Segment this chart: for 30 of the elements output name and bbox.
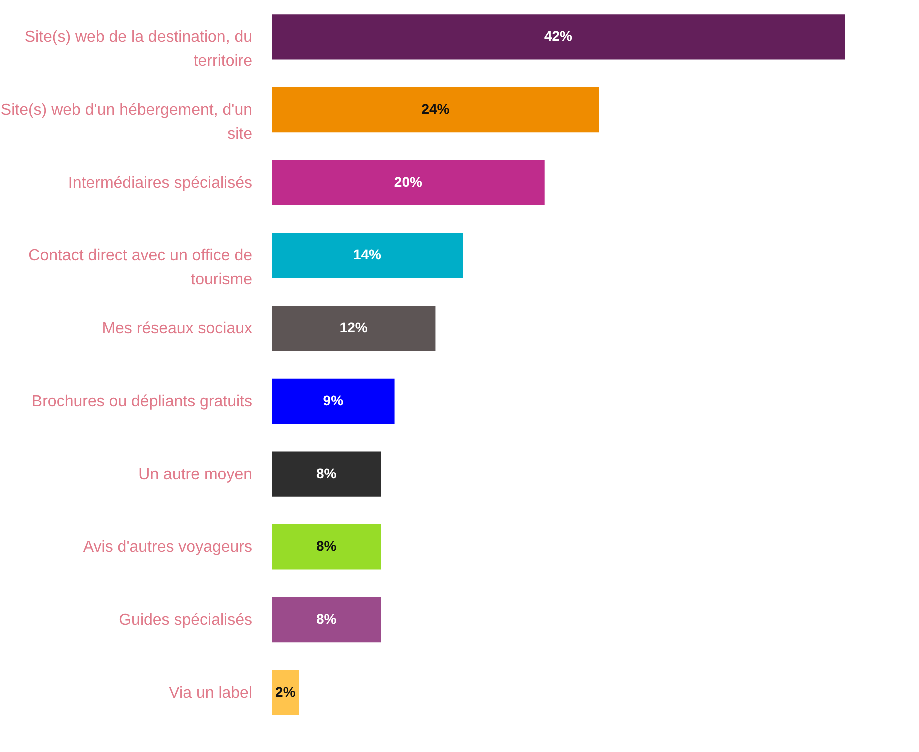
bar xyxy=(272,306,436,352)
bar xyxy=(272,14,845,60)
data-label: 9% xyxy=(323,392,344,408)
y-tick-label: Site(s) web de la destination, du territoire xyxy=(24,29,253,70)
data-label: 14% xyxy=(353,246,382,263)
y-tick-label: Contact direct avec un office de tourisme xyxy=(28,248,253,289)
y-tick-label: Intermédiaires spécialisés xyxy=(68,174,252,192)
data-label: 12% xyxy=(340,320,368,336)
data-label: 8% xyxy=(316,538,338,554)
y-tick-label: Mes réseaux sociaux xyxy=(102,320,252,338)
y-tick-label: Avis d'autres voyageurs xyxy=(83,539,252,556)
bar xyxy=(272,452,382,497)
bar xyxy=(272,87,600,133)
bar xyxy=(272,597,382,643)
bar xyxy=(272,670,300,716)
data-label: 8% xyxy=(316,465,338,482)
data-label: 24% xyxy=(422,101,450,118)
bar xyxy=(272,233,463,278)
bar xyxy=(272,378,395,424)
data-label: 42% xyxy=(544,28,574,44)
data-label: 8% xyxy=(316,610,338,627)
bar xyxy=(272,524,382,570)
y-tick-label: Via un label xyxy=(169,684,252,702)
data-label: 2% xyxy=(276,684,296,700)
y-tick-label: Un autre moyen xyxy=(138,466,252,484)
data-label: 20% xyxy=(394,174,423,190)
y-tick-label: Guides spécialisés xyxy=(119,612,252,629)
bar xyxy=(272,160,545,206)
y-tick-label: Site(s) web d'un hébergement, d'un site xyxy=(0,102,253,144)
y-tick-label: Brochures ou dépliants gratuits xyxy=(32,393,252,410)
